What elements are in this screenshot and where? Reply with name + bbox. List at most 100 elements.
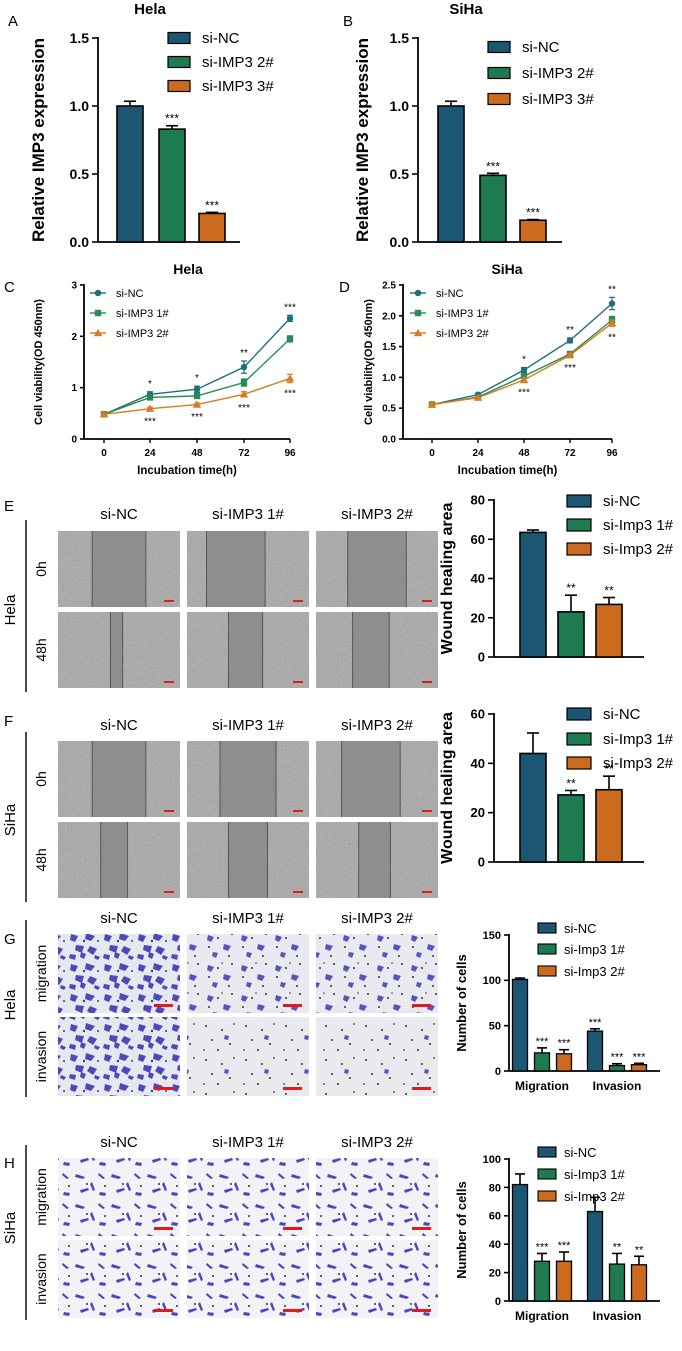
data-point [145, 404, 155, 412]
y-tick-label: 2.0 [382, 311, 396, 322]
y-tick-label: 50 [489, 1021, 501, 1033]
data-point [607, 318, 617, 327]
significance-label: ** [240, 348, 248, 359]
y-tick-label: 0.5 [70, 166, 90, 182]
significance-label: * [148, 379, 152, 390]
data-point [414, 309, 422, 317]
data-point [413, 328, 423, 337]
chart-E: 0 20 40 60 80 E Wound healing area ** ** si-NC si-… [4, 493, 674, 665]
y-tick-label: 0 [495, 1296, 501, 1308]
micrograph-grid-H: si-NC si-IMP3 1# si-IMP3 2# SiHa migration in… [2, 1134, 438, 1320]
wound-gap [92, 741, 146, 817]
bar [557, 794, 585, 863]
scale-bar [164, 891, 174, 893]
data-point [193, 386, 201, 393]
cell-line-label: Hela [2, 594, 19, 626]
scale-bar [164, 681, 174, 683]
y-tick-label: 0.0 [70, 234, 90, 250]
image-row-label: 0h [33, 561, 49, 577]
scale-bar [422, 600, 432, 602]
cell-line-label: SiHa [2, 1211, 19, 1244]
data-point [240, 379, 248, 386]
significance-label: *** [518, 388, 530, 399]
y-tick-label: 150 [483, 930, 501, 942]
significance-label: *** [238, 403, 250, 414]
scale-bar [293, 681, 303, 683]
scale-bar [293, 810, 303, 812]
micrograph [187, 934, 309, 1013]
bar [533, 1052, 551, 1072]
significance-label: * [195, 373, 199, 384]
bar [116, 105, 144, 243]
y-tick-label: 1.5 [382, 342, 396, 353]
legend-swatch [167, 79, 191, 93]
y-tick-label: 1.0 [382, 373, 396, 384]
chart-title: SiHa [449, 1, 483, 18]
legend-label: si-Imp3 2# [603, 541, 674, 558]
bar [519, 219, 547, 243]
y-tick-label: 0.5 [390, 166, 410, 182]
legend-label: si-IMP3 3# [522, 91, 594, 108]
micrograph [58, 1158, 180, 1236]
y-tick-label: 0 [71, 435, 77, 446]
y-tick-label: 100 [483, 975, 501, 987]
legend-swatch [566, 542, 592, 556]
y-tick-label: 100 [483, 1154, 501, 1166]
significance-label: ** [566, 325, 574, 336]
legend-swatch [566, 756, 592, 770]
scale-bar [422, 681, 432, 683]
scale-bar [154, 1004, 173, 1007]
micrograph [316, 1240, 438, 1318]
x-tick-label: 48 [191, 448, 203, 459]
scale-bar [422, 891, 432, 893]
significance-label: *** [564, 363, 576, 374]
x-tick-label: 24 [144, 448, 156, 459]
scale-bar [164, 810, 174, 812]
significance-label: *** [284, 389, 296, 400]
significance-label: *** [536, 1241, 550, 1253]
scale-bar [412, 1087, 431, 1090]
legend-label: si-NC [603, 706, 641, 723]
bar [437, 105, 465, 243]
legend-swatch [537, 1146, 557, 1158]
significance-label: ** [608, 284, 616, 295]
x-tick-label: 96 [284, 448, 296, 459]
data-point [94, 289, 102, 297]
bar [511, 978, 529, 1072]
legend-swatch [537, 922, 557, 934]
significance-label: *** [589, 1017, 603, 1029]
bar [533, 1260, 551, 1302]
y-axis-label: Wound healing area [439, 503, 456, 655]
image-row-label: 48h [33, 848, 49, 871]
micrograph [187, 1240, 309, 1318]
significance-label: *** [191, 412, 203, 423]
micrograph [316, 1158, 438, 1236]
significance-label: ** [566, 581, 576, 595]
legend-label: si-NC [564, 1145, 597, 1160]
bar [519, 752, 547, 863]
panel-label: F [4, 713, 13, 730]
wound-gap [228, 822, 268, 898]
x-category-label: Invasion [593, 1309, 642, 1323]
data-point [608, 300, 616, 307]
wound-gap [92, 531, 146, 607]
y-axis-label: Wound healing area [439, 712, 456, 864]
wound-gap [206, 531, 266, 607]
significance-label: *** [633, 1051, 647, 1063]
y-tick-label: 1.5 [390, 30, 410, 46]
y-tick-label: 60 [471, 532, 485, 547]
image-row-label: migration [33, 945, 49, 1003]
image-row-label: invasion [33, 1253, 49, 1304]
wound-gap [352, 612, 390, 688]
data-point [285, 374, 295, 382]
y-tick-label: 0 [478, 855, 485, 870]
legend-swatch [537, 943, 557, 955]
legend-swatch [566, 494, 592, 508]
legend-label: si-IMP3 2# [436, 328, 489, 340]
y-axis-label: Cell viability(OD 450nm) [33, 299, 45, 425]
bar [479, 174, 507, 243]
y-axis-label: Cell viability(OD 450nm) [363, 299, 375, 425]
y-axis-label: Relative IMP3 expression [29, 38, 48, 242]
legend-label: si-IMP3 2# [522, 65, 594, 82]
